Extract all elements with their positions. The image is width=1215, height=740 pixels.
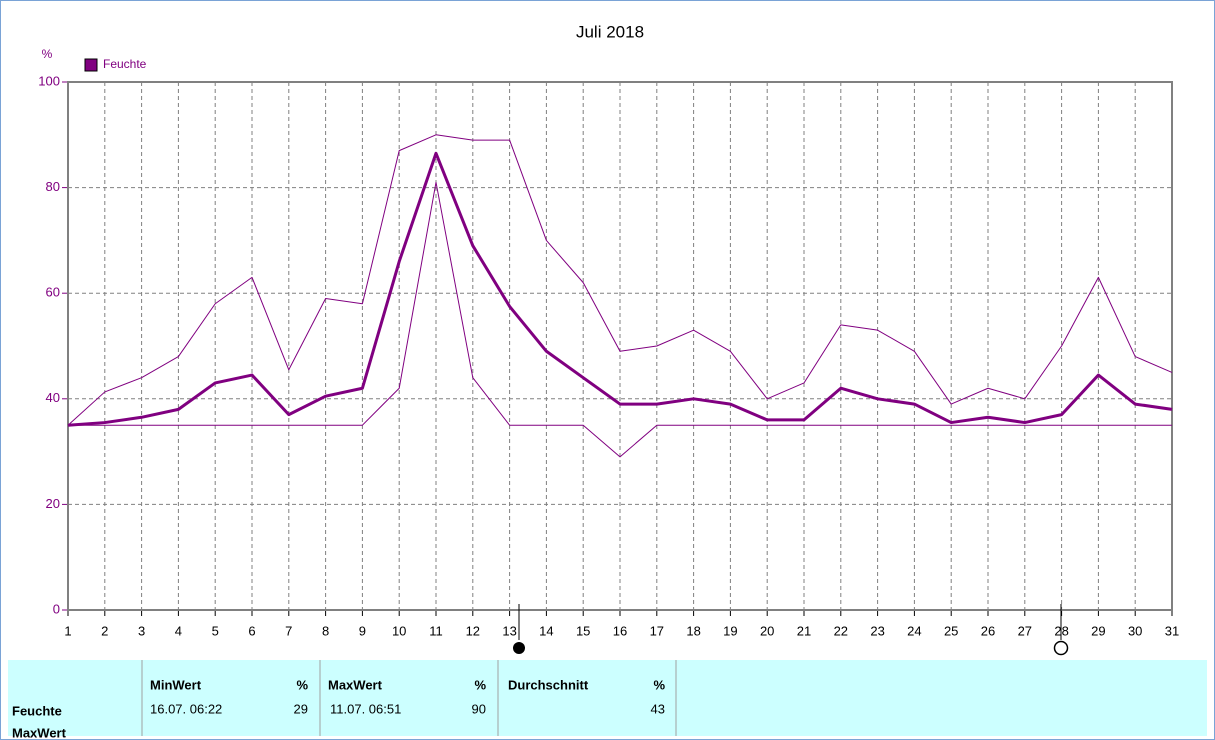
y-tick-label: 40 [46, 390, 60, 405]
full-moon [1053, 640, 1069, 656]
x-tick-label: 18 [686, 623, 700, 638]
series-line [67, 134, 1173, 426]
new-moon [513, 642, 525, 654]
x-tick-label: 24 [907, 623, 921, 638]
y-tick-label: 100 [38, 73, 60, 88]
col-header: MinWert [150, 677, 202, 692]
row-label: MaxWert [12, 725, 67, 740]
y-tick-label: 60 [46, 285, 60, 300]
series-line [68, 181, 1172, 458]
x-tick-label: 6 [248, 623, 255, 638]
series-line [67, 151, 1173, 427]
cell-time: 11.07. 06:51 [330, 701, 401, 716]
x-tick-label: 16 [613, 623, 627, 638]
y-tick-label: 80 [46, 179, 60, 194]
x-tick-label: 27 [1018, 623, 1032, 638]
x-tick-label: 7 [285, 623, 292, 638]
plot: 1 2 3 4 5 6 7 8 9 10 11 12 13 14 15 16 17 18 19 20 21 22 23 24 2… [38, 57, 1179, 656]
cell-value: 90 [472, 701, 486, 716]
x-tick-label: 12 [466, 623, 480, 638]
x-tick-label: 17 [650, 623, 664, 638]
x-tick-label: 30 [1128, 623, 1142, 638]
y-tick-label: 20 [46, 496, 60, 511]
table-bg [8, 660, 1207, 736]
x-tick-label: 19 [723, 623, 737, 638]
x-tick-label: 13 [502, 623, 516, 638]
x-tick-label: 3 [138, 623, 145, 638]
x-tick-label: 31 [1165, 623, 1179, 638]
x-tick-label: 25 [944, 623, 958, 638]
x-tick-label: 8 [322, 623, 329, 638]
x-tick-label: 23 [870, 623, 884, 638]
x-tick-label: 26 [981, 623, 995, 638]
col-unit: % [474, 677, 486, 692]
table-lines [141, 660, 677, 736]
cell-value: 29 [294, 701, 308, 716]
y-tick-label: 0 [53, 601, 60, 616]
y-unit: % [42, 47, 53, 61]
plot-border [67, 81, 1173, 611]
x-tick-label: 5 [212, 623, 219, 638]
row-label: Feuchte [12, 703, 62, 718]
x-tick-label: 14 [539, 623, 553, 638]
x-tick-label: 21 [797, 623, 811, 638]
col-header: MaxWert [328, 677, 383, 692]
x-tick-label: 4 [175, 623, 182, 638]
x-tick-label: 15 [576, 623, 590, 638]
x-tick-label: 29 [1091, 623, 1105, 638]
x-tick-label: 9 [359, 623, 366, 638]
x-tick-label: 22 [834, 623, 848, 638]
col-header: Durchschnitt [508, 677, 589, 692]
x-tick-label: 28 [1054, 623, 1068, 638]
x-tick-label: 2 [101, 623, 108, 638]
legend-label: Feuchte [103, 57, 147, 71]
cell-value: 43 [651, 701, 665, 716]
x-tick-label: 1 [64, 623, 71, 638]
cell-time: 16.07. 06:22 [150, 701, 222, 716]
legend-swatch [84, 58, 98, 72]
col-unit: % [653, 677, 665, 692]
col-unit: % [296, 677, 308, 692]
x-tick-label: 10 [392, 623, 406, 638]
chart-title: Juli 2018 [576, 22, 644, 41]
x-tick-label: 11 [429, 623, 443, 638]
x-tick-label: 20 [760, 623, 774, 638]
